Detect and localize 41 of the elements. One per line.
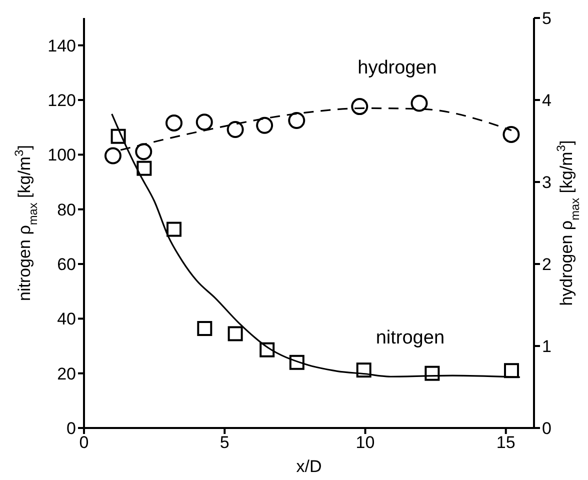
point (166, 222, 182, 237)
point (226, 121, 244, 138)
y2-tick-label: 2 (542, 255, 552, 274)
x-tick-label: 15 (496, 433, 516, 452)
y2-tick-label: 4 (542, 91, 552, 110)
point (424, 366, 440, 381)
y-tick-label: 0 (66, 419, 76, 438)
y2-tick-label: 5 (542, 9, 552, 28)
series-label: hydrogen (358, 57, 437, 78)
point (504, 363, 519, 378)
x-tick-label: 5 (220, 433, 230, 452)
y2-tick-label: 3 (542, 173, 552, 192)
series-label: nitrogen (376, 327, 445, 348)
y-tick-label: 100 (48, 146, 76, 165)
point (356, 362, 372, 378)
point (136, 160, 152, 176)
point (228, 326, 243, 342)
y-tick-label: 60 (57, 255, 76, 274)
point (197, 321, 212, 336)
x-tick-label: 10 (356, 433, 375, 452)
x-tick-label: 0 (79, 433, 89, 452)
point (410, 94, 428, 112)
point (104, 147, 122, 164)
point (288, 112, 306, 129)
y-tick-label: 80 (57, 200, 76, 220)
x-axis-title: x/D (296, 457, 322, 476)
point (256, 116, 274, 134)
point (502, 126, 520, 143)
y-tick-label: 140 (48, 36, 76, 56)
y-tick-label: 20 (57, 364, 76, 384)
point (196, 114, 213, 131)
y-tick-label: 40 (57, 310, 76, 329)
point (110, 128, 126, 144)
point (351, 98, 368, 116)
point (289, 354, 304, 370)
y2-tick-label: 0 (542, 419, 552, 438)
y2-tick-label: 1 (542, 337, 552, 356)
point (166, 114, 182, 132)
point (260, 342, 275, 358)
y-tick-label: 120 (48, 91, 76, 110)
point (135, 143, 152, 160)
